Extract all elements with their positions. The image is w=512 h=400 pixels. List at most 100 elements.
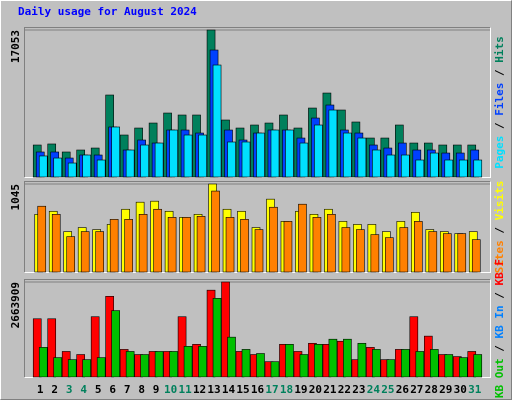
- bar: [314, 124, 323, 178]
- bar: [401, 349, 410, 378]
- bar: [124, 219, 133, 273]
- bar: [82, 359, 91, 378]
- bar: [225, 217, 235, 273]
- bar: [169, 129, 178, 178]
- bar: [212, 298, 222, 378]
- bar: [80, 231, 90, 273]
- bar: [457, 233, 467, 273]
- x-tick-label: 23: [352, 383, 365, 396]
- bar: [343, 132, 352, 178]
- bar: [312, 217, 322, 273]
- plot-border-light: [24, 181, 491, 273]
- legend-entry: KB F: [493, 259, 506, 286]
- bar: [298, 203, 307, 273]
- legend-entry: Sites: [493, 240, 506, 273]
- x-tick-label: 15: [236, 383, 249, 396]
- x-tick-label: 29: [439, 383, 452, 396]
- x-tick-label: 12: [193, 383, 206, 396]
- bar: [285, 344, 294, 378]
- bar: [51, 214, 61, 273]
- bar: [254, 229, 264, 273]
- legend-separator: /: [493, 338, 506, 358]
- x-tick-label: 21: [323, 383, 337, 396]
- bar: [399, 227, 409, 273]
- bar: [327, 214, 336, 273]
- bar: [415, 159, 425, 178]
- x-tick-label: 20: [309, 383, 322, 396]
- x-tick-label: 14: [222, 383, 236, 396]
- bar: [430, 349, 439, 378]
- x-tick-label: 19: [294, 383, 307, 396]
- bar: [37, 205, 47, 273]
- bar: [125, 351, 135, 378]
- bar: [415, 351, 425, 378]
- bar: [444, 159, 454, 178]
- x-tick-label: 3: [66, 383, 73, 396]
- bar: [111, 310, 120, 378]
- bar: [409, 316, 419, 378]
- bar: [270, 129, 280, 178]
- bar: [227, 336, 236, 378]
- bar: [96, 159, 106, 178]
- plot-border-dark: [24, 279, 491, 378]
- bar: [221, 281, 230, 378]
- legend-entry: KB In: [493, 305, 506, 338]
- x-tick-label: 4: [80, 383, 87, 396]
- x-tick-label: 10: [164, 383, 177, 396]
- bar: [169, 351, 178, 378]
- bar: [283, 221, 293, 273]
- bar: [357, 342, 367, 378]
- bar: [167, 217, 177, 273]
- bar: [154, 351, 164, 378]
- bar: [67, 162, 77, 178]
- bar: [38, 347, 48, 378]
- bar: [90, 316, 100, 378]
- bar: [256, 132, 265, 178]
- bar: [53, 157, 63, 178]
- bar: [140, 144, 149, 178]
- bar: [299, 142, 309, 178]
- y-tick-label: 17053: [9, 30, 22, 63]
- bar: [401, 154, 410, 178]
- bar: [212, 64, 222, 178]
- legend-entry: Hits: [493, 36, 506, 63]
- legend-entry: KB Out: [493, 358, 506, 398]
- bar: [314, 344, 323, 378]
- legend-entry: Files: [493, 83, 506, 116]
- bar: [328, 338, 338, 378]
- bar: [140, 354, 149, 378]
- bar: [183, 346, 193, 378]
- bar: [370, 234, 380, 273]
- x-tick-label: 30: [454, 383, 467, 396]
- bar: [372, 149, 381, 178]
- bar: [414, 221, 423, 273]
- x-tick-label: 24: [367, 383, 381, 396]
- legend: KB Out / KB In / KB F: [493, 259, 506, 398]
- bar: [227, 141, 236, 178]
- bar: [458, 159, 468, 178]
- bar: [285, 129, 294, 178]
- plot-border-light: [24, 279, 491, 378]
- x-tick-label: 7: [124, 383, 131, 396]
- bar: [328, 109, 338, 178]
- x-tick-label: 1: [37, 383, 44, 396]
- bar: [240, 219, 249, 273]
- bar: [241, 141, 251, 178]
- bar: [95, 231, 104, 273]
- bar: [458, 357, 468, 378]
- x-tick-label: 26: [396, 383, 410, 396]
- bar: [269, 206, 278, 273]
- x-tick-label: 25: [381, 383, 394, 396]
- bar: [66, 236, 76, 273]
- bar: [256, 353, 265, 378]
- x-tick-label: 18: [280, 383, 293, 396]
- bar: [67, 359, 77, 378]
- x-tick-label: 22: [338, 383, 351, 396]
- x-tick-label: 28: [425, 383, 438, 396]
- bar: [299, 354, 309, 378]
- legend-separator: /: [493, 63, 506, 83]
- bar: [96, 357, 106, 378]
- bar: [125, 149, 135, 178]
- bar: [473, 159, 483, 178]
